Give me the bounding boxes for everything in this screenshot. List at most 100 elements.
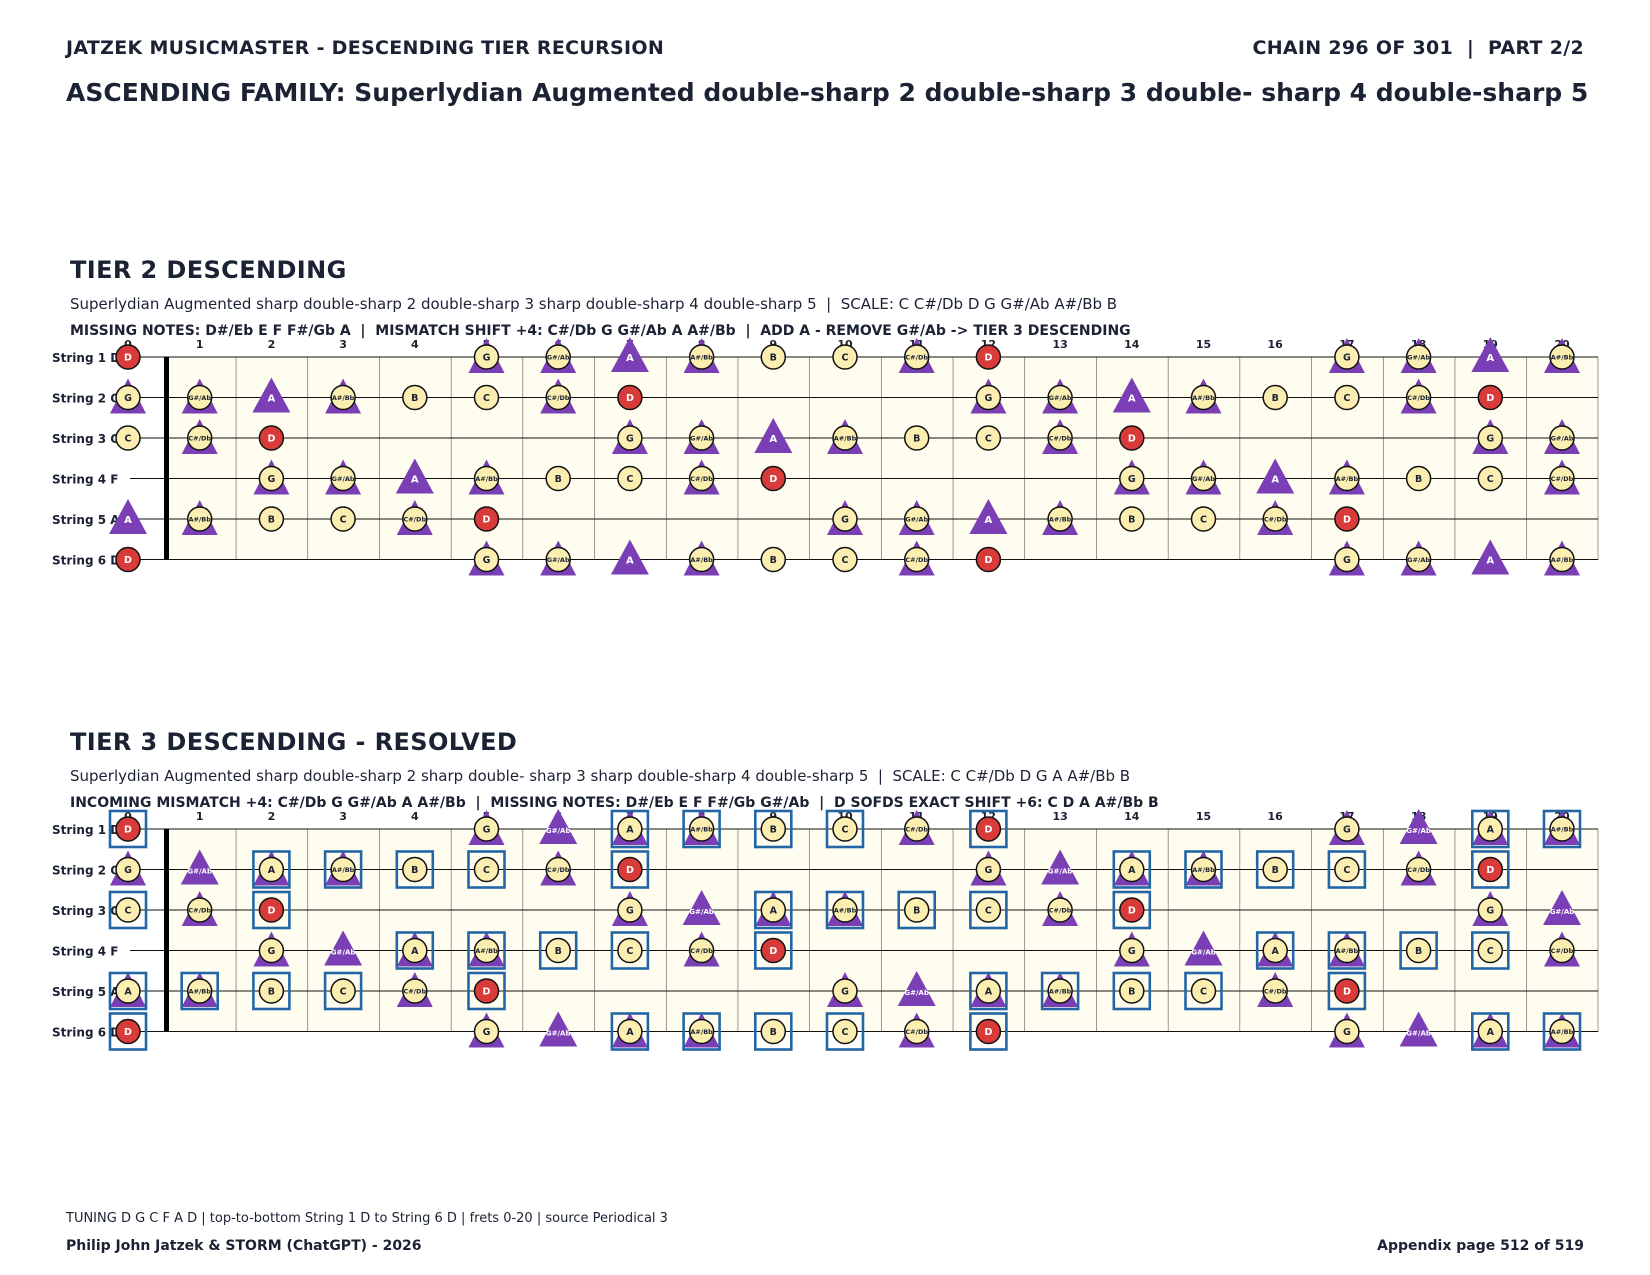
note-marker: A#/Bb <box>180 971 219 1011</box>
note-marker: G#/Ab <box>1544 419 1580 454</box>
note-label: G#/Ab <box>1406 1030 1431 1038</box>
note-marker: G <box>1328 1012 1365 1048</box>
note-label: G <box>1343 555 1351 566</box>
note-marker: B <box>1119 506 1145 532</box>
note-circle <box>832 425 858 451</box>
note-circle <box>975 425 1002 451</box>
note-label: A <box>411 946 419 957</box>
note-label: A <box>1486 556 1494 567</box>
note-circle <box>1334 937 1360 964</box>
note-label: B <box>913 434 920 445</box>
note-marker: C#/Db <box>898 810 935 845</box>
note-marker: B <box>760 344 787 370</box>
note-marker: G <box>611 419 648 454</box>
match-box <box>682 1012 721 1051</box>
note-label: C <box>340 515 347 526</box>
fret-number: 2 <box>268 338 276 351</box>
note-marker: B <box>395 850 435 889</box>
note-label: A#/Bb <box>1551 354 1574 362</box>
note-marker: A <box>1471 539 1510 575</box>
note-circle <box>1334 546 1360 573</box>
string-label: String 3 C <box>52 904 119 918</box>
match-box <box>610 931 650 970</box>
note-marker: C <box>1327 850 1367 889</box>
note-circle <box>330 856 356 883</box>
note-label: G <box>841 987 849 998</box>
note-circle <box>832 546 858 573</box>
note-label: G#/Ab <box>1407 556 1430 564</box>
note-marker: A <box>610 539 649 575</box>
note-circle <box>617 937 643 964</box>
note-marker: G#/Ab <box>181 378 218 414</box>
fret-number: 13 <box>1052 810 1067 823</box>
note-marker: G#/Ab <box>897 971 936 1006</box>
note-label: A#/Bb <box>1336 947 1359 955</box>
note-label: B <box>770 353 777 364</box>
note-label: A <box>626 825 634 836</box>
note-circle <box>473 546 500 573</box>
tier-2-fretboard: String 1 D String 2 G String 3 C String 4 F… <box>52 337 1599 576</box>
note-label: C#/Db <box>188 907 211 915</box>
triangle-marker <box>109 499 147 534</box>
note-label: C <box>1343 865 1350 876</box>
note-circle <box>760 1018 787 1045</box>
note-marker: A#/Bb <box>682 1012 721 1051</box>
note-label: A#/Bb <box>1551 556 1574 564</box>
note-marker: A <box>1256 458 1295 494</box>
match-box <box>753 890 793 930</box>
note-marker: G#/Ab <box>540 338 577 373</box>
note-label: D <box>267 906 275 917</box>
note-circle <box>258 937 285 964</box>
match-box <box>610 1012 650 1051</box>
match-box <box>1542 1012 1582 1051</box>
string-label: String 5 A <box>52 985 120 999</box>
note-label: G#/Ab <box>905 516 928 524</box>
note-circle <box>545 856 571 883</box>
root-note-circle <box>258 425 285 451</box>
note-marker: G#/Ab <box>180 849 219 885</box>
note-marker: D <box>1327 971 1367 1011</box>
root-note-circle <box>1119 425 1145 451</box>
match-box <box>969 890 1008 930</box>
note-circle <box>1119 856 1145 883</box>
note-label: A <box>1272 946 1280 957</box>
match-box <box>753 1012 793 1051</box>
note-label: B <box>268 987 275 998</box>
note-marker: A <box>969 499 1008 534</box>
note-label: G#/Ab <box>332 475 355 483</box>
note-marker: G#/Ab <box>683 419 720 454</box>
note-marker: G#/Ab <box>1399 809 1438 844</box>
note-label: G#/Ab <box>188 394 211 402</box>
note-label: D <box>1486 393 1494 404</box>
note-marker: B <box>1405 465 1432 492</box>
root-note-circle <box>617 856 643 883</box>
note-circle <box>903 344 930 370</box>
note-circle <box>1334 816 1360 842</box>
note-marker: B <box>1255 850 1295 889</box>
note-circle <box>1549 816 1575 842</box>
note-marker: D <box>1112 890 1152 930</box>
note-marker: D <box>1477 384 1504 411</box>
note-label: D <box>769 474 777 485</box>
note-label: A#/Bb <box>834 435 857 443</box>
note-circle <box>832 344 858 370</box>
note-marker: D <box>760 465 787 492</box>
note-marker: A#/Bb <box>1544 540 1580 576</box>
note-label: B <box>770 555 777 566</box>
note-marker: G <box>253 459 290 495</box>
note-marker: C#/Db <box>898 1012 935 1048</box>
note-circle <box>473 937 500 964</box>
note-label: G#/Ab <box>1048 868 1073 876</box>
note-label: D <box>1343 515 1351 526</box>
root-note-circle <box>115 1018 141 1045</box>
match-box <box>897 890 937 930</box>
note-label: A#/Bb <box>690 826 713 834</box>
note-label: D <box>1128 434 1136 445</box>
note-circle <box>688 1018 715 1045</box>
note-label: G <box>626 434 634 445</box>
note-label: A <box>1487 825 1495 836</box>
note-label: G#/Ab <box>690 435 713 443</box>
note-marker: A <box>108 971 148 1011</box>
fret-number: 3 <box>339 810 347 823</box>
note-marker: D <box>467 971 506 1011</box>
